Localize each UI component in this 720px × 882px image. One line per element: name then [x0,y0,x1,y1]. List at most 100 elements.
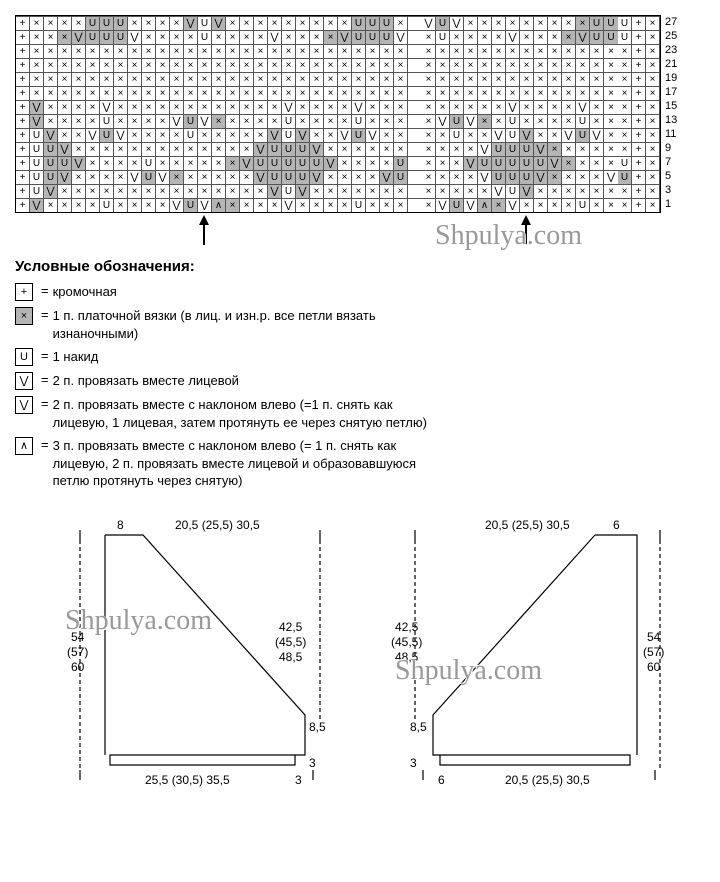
chart-cell: × [30,30,44,44]
chart-cell: U [506,128,520,142]
chart-cell: × [422,86,436,100]
chart-cell: × [380,58,394,72]
chart-cell: × [128,86,142,100]
chart-cell: × [128,16,142,30]
chart-cell: × [520,44,534,58]
chart-cell: × [534,114,548,128]
chart-cell: × [86,86,100,100]
schematic-section: 820,5 (25,5) 30,554 (57) 6042,5 (45,5) 4… [15,510,705,800]
chart-cell: × [380,114,394,128]
chart-cell: × [604,100,618,114]
chart-cell: × [142,198,156,212]
chart-cell: × [520,72,534,86]
chart-cell: × [534,16,548,30]
chart-cell: U [30,156,44,170]
chart-cell: ∧ [478,198,492,212]
chart-cell: × [576,58,590,72]
chart-cell: × [58,198,72,212]
chart-cell: × [338,72,352,86]
chart-cell: × [534,198,548,212]
chart-cell: × [100,44,114,58]
chart-cell: U [506,184,520,198]
chart-cell: ⋁ [156,170,170,184]
chart-cell: × [618,114,632,128]
measurement-label: 20,5 (25,5) 30,5 [175,518,260,533]
chart-cell: + [632,72,646,86]
chart-cell: × [198,128,212,142]
chart-cell: + [632,58,646,72]
chart-cell: ⋁ [58,170,72,184]
chart-cell: × [422,58,436,72]
chart-cell: × [72,100,86,114]
chart-cell: × [576,86,590,100]
chart-cell: × [268,44,282,58]
chart-cell: × [618,184,632,198]
chart-cell: × [380,156,394,170]
chart-cell: + [16,44,30,58]
chart-cell: ⋁ [282,100,296,114]
chart-cell: + [16,114,30,128]
chart-cell: U [282,142,296,156]
chart-cell: × [240,86,254,100]
chart-cell: × [590,114,604,128]
chart-cell: × [562,86,576,100]
legend-symbol: × [15,307,33,325]
chart-cell: U [352,16,366,30]
chart-cell: × [184,86,198,100]
chart-cell: × [478,16,492,30]
chart-cell: × [30,44,44,58]
chart-cell: × [128,156,142,170]
chart-cell: × [184,142,198,156]
chart-cell: × [254,30,268,44]
chart-cell: ⋁ [268,128,282,142]
chart-cell: × [618,44,632,58]
chart-cell: × [450,170,464,184]
chart-cell: × [562,114,576,128]
chart-cell: × [86,114,100,128]
chart-cell: × [72,198,86,212]
chart-cell: × [534,86,548,100]
chart-cell: × [226,72,240,86]
chart-cell: × [380,128,394,142]
chart-cell: × [436,128,450,142]
chart-cell: × [128,100,142,114]
chart-cell [408,156,422,170]
chart-cell: U [268,170,282,184]
chart-cell: U [590,30,604,44]
chart-cell: × [44,58,58,72]
chart-cell: × [366,100,380,114]
chart-cell: ⋁ [492,184,506,198]
chart-cell: U [100,30,114,44]
measurement-label: 8 [117,518,124,533]
chart-cell: × [212,170,226,184]
chart-cell: U [436,16,450,30]
chart-cell: ⋁ [436,114,450,128]
chart-cell: × [646,156,660,170]
chart-cell: × [170,86,184,100]
chart-cell: × [520,86,534,100]
chart-cell: + [632,198,646,212]
chart-cell: ⋁ [506,30,520,44]
chart-cell: ⋁ [86,128,100,142]
chart-cell: × [198,156,212,170]
chart-cell: U [450,114,464,128]
chart-cell: × [604,72,618,86]
measurement-label: 3 [309,756,316,771]
chart-cell: × [380,86,394,100]
row-number-column: 27252321191715131197531 [663,15,677,211]
chart-cell: × [436,142,450,156]
chart-cell: × [422,128,436,142]
legend-text: 2 п. провязать вместе лицевой [53,372,239,390]
chart-cell: × [618,142,632,156]
chart-cell: U [184,198,198,212]
chart-cell: × [282,86,296,100]
chart-cell: × [604,142,618,156]
measurement-label: 8,5 [309,720,326,735]
chart-cell: × [646,100,660,114]
chart-cell: × [72,114,86,128]
chart-cell: × [282,30,296,44]
chart-cell: × [254,128,268,142]
chart-cell: + [16,198,30,212]
chart-cell: × [464,142,478,156]
chart-cell: × [198,58,212,72]
